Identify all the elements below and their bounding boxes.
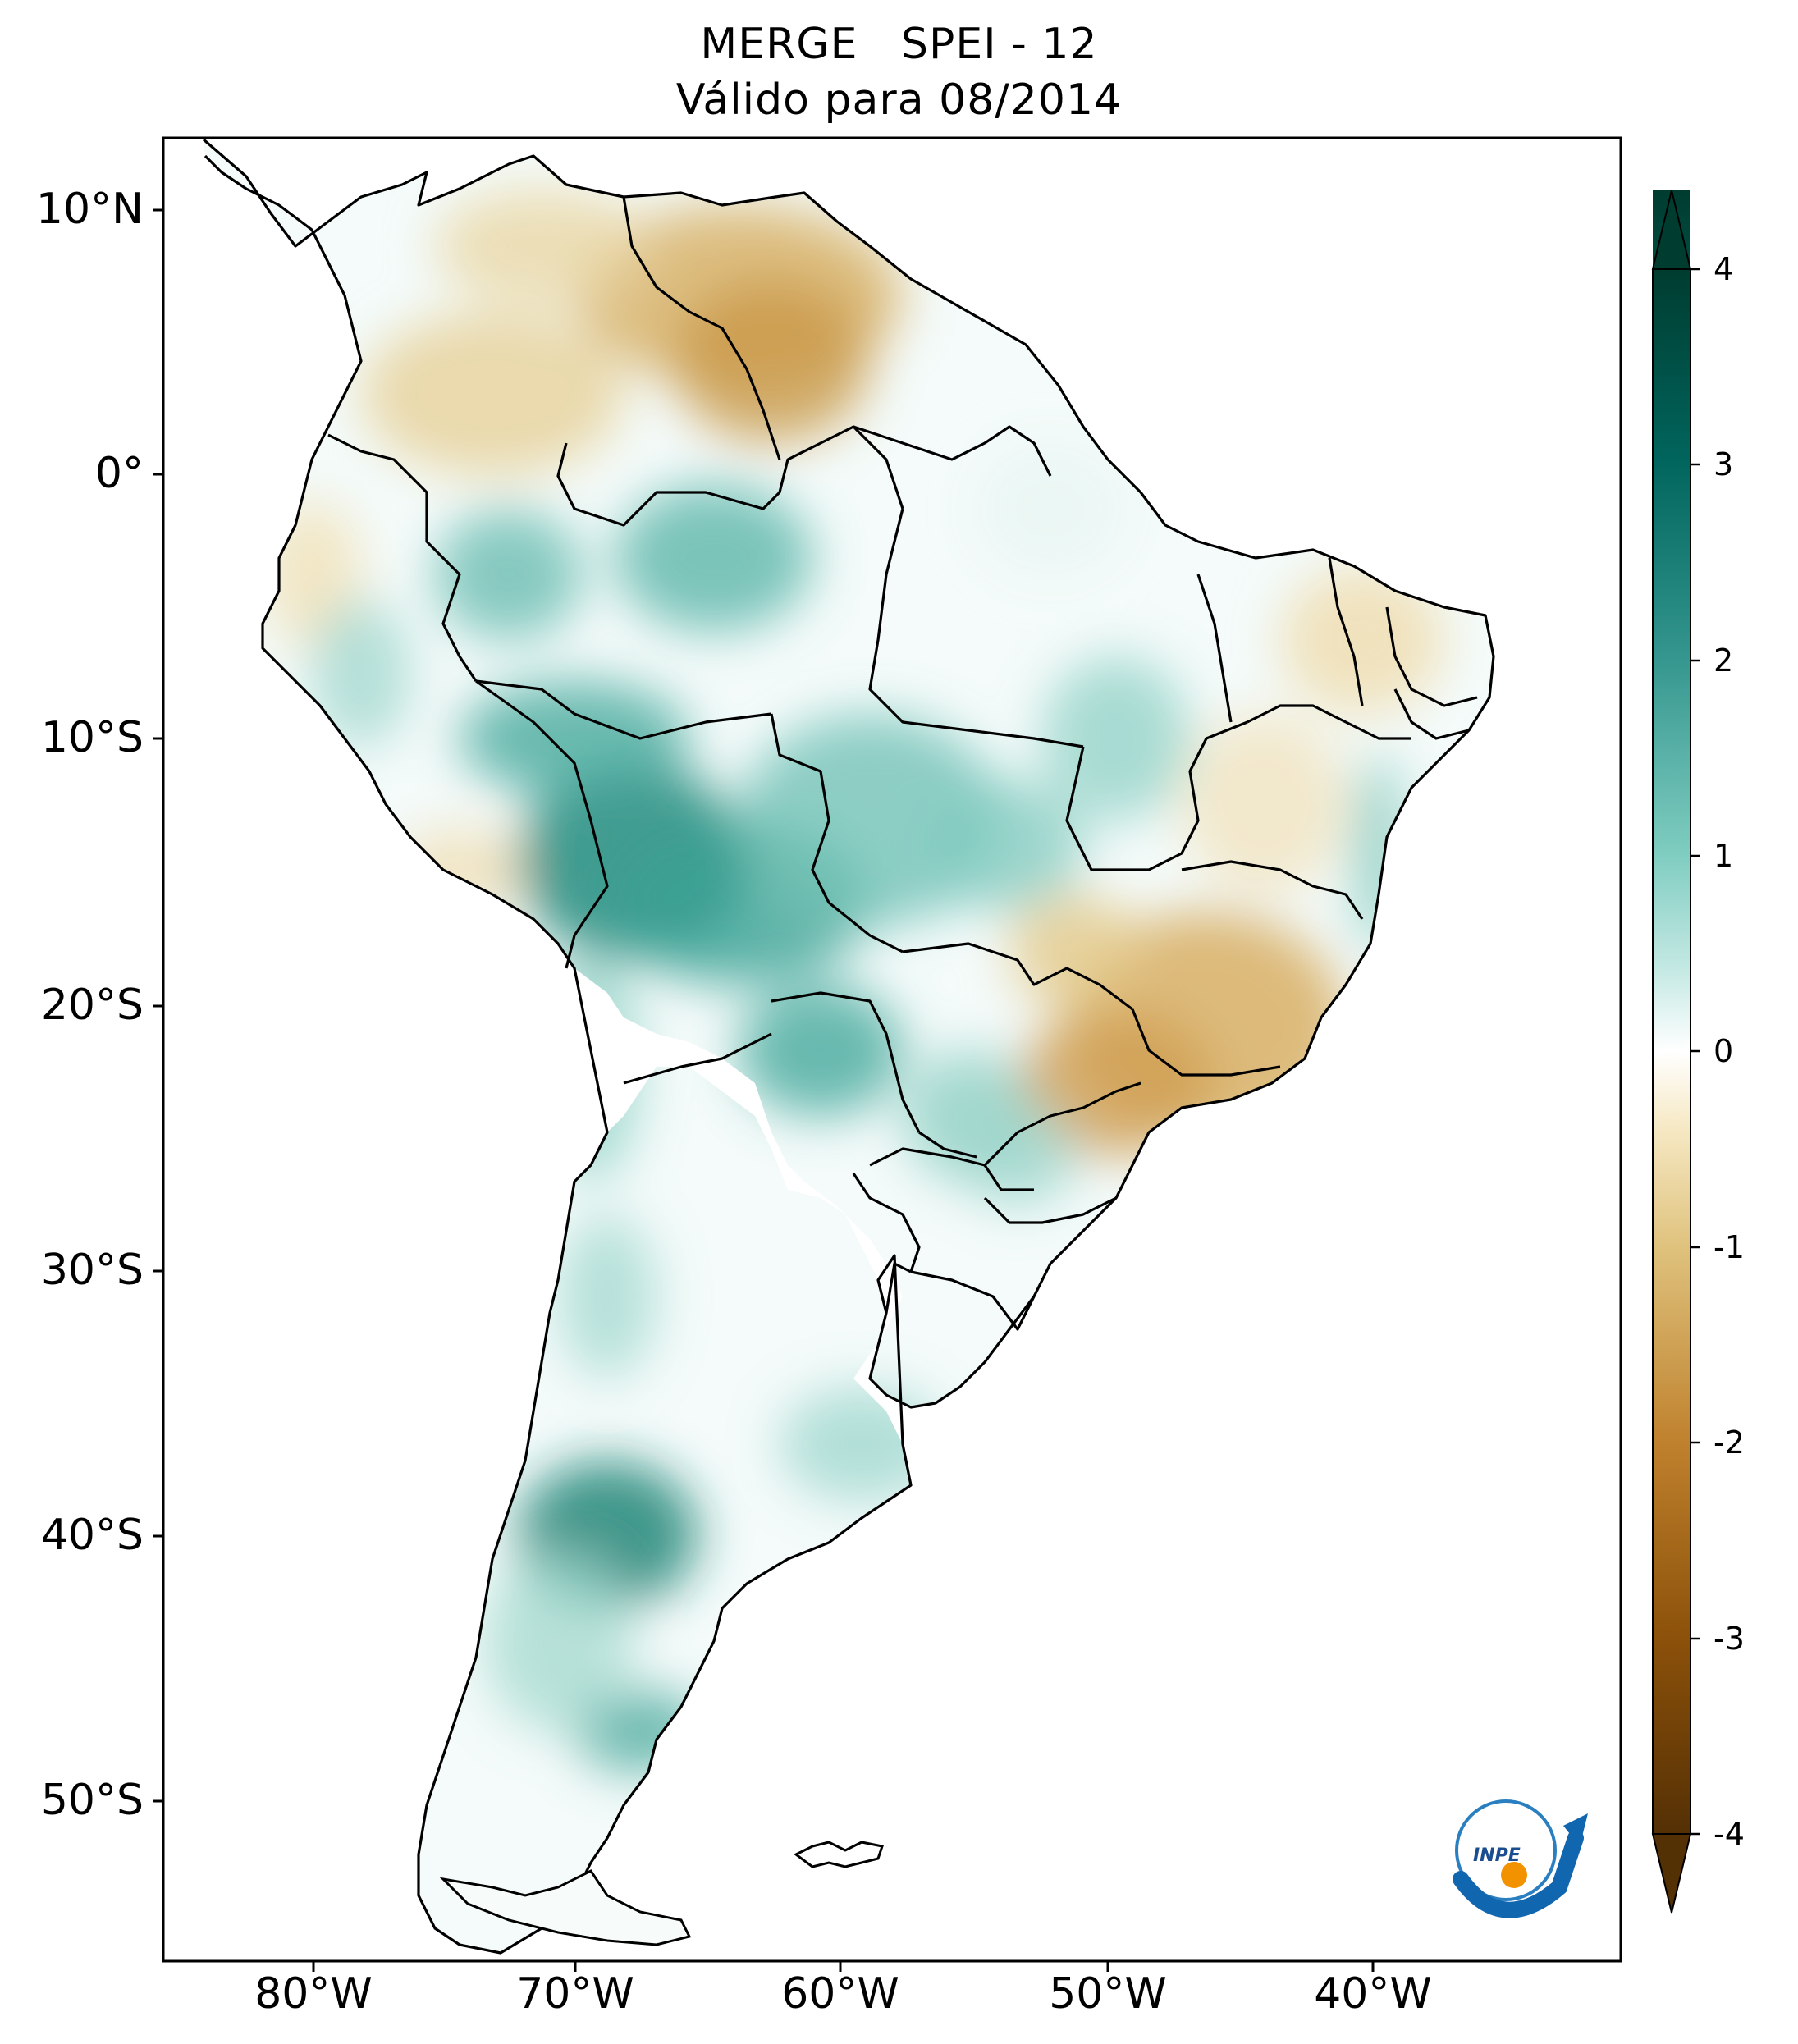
borders <box>202 138 1495 1955</box>
tick-marks <box>153 208 1375 1972</box>
lat-label-40s: 40°S <box>40 1511 144 1560</box>
lon-label-50w: 50°W <box>1049 1969 1167 2019</box>
inpe-logo: INPE <box>1453 1799 1588 1918</box>
colorbar-tick-0: 0 <box>1713 1033 1734 1069</box>
colorbar-tick-neg3: -3 <box>1713 1621 1745 1657</box>
tierra-del-fuego <box>439 1869 692 1946</box>
inpe-logo-text: INPE <box>1473 1845 1521 1866</box>
lat-label-50s: 50°S <box>40 1776 144 1825</box>
figure-subtitle: Válido para 08/2014 <box>675 75 1123 125</box>
lat-label-20s: 20°S <box>40 981 144 1030</box>
figure-title: MERGE SPEI - 12 <box>700 20 1098 69</box>
colorbar-tick-1: 1 <box>1713 838 1734 874</box>
lat-label-0: 0° <box>94 449 144 498</box>
falkland-islands <box>794 1841 884 1868</box>
lat-label-10n: 10°N <box>35 185 144 234</box>
colorbar-tick-neg1: -1 <box>1713 1229 1745 1265</box>
colorbar-tick-2: 2 <box>1713 642 1734 679</box>
lon-label-60w: 60°W <box>781 1969 899 2019</box>
colorbar-min-extension <box>1651 1833 1692 1914</box>
colorbar-tick-neg4: -4 <box>1713 1816 1745 1852</box>
colorbar-tick-neg2: -2 <box>1713 1424 1745 1461</box>
lon-label-40w: 40°W <box>1314 1969 1432 2019</box>
lat-label-10s: 10°S <box>40 713 144 762</box>
lat-label-30s: 30°S <box>40 1246 144 1295</box>
continent-outline <box>202 138 1495 1955</box>
colorbar-tick-3: 3 <box>1713 446 1734 482</box>
colorbar-tick-4: 4 <box>1713 251 1734 287</box>
lon-label-80w: 80°W <box>254 1969 373 2019</box>
lon-label-70w: 70°W <box>516 1969 634 2019</box>
colorbar <box>1651 190 1700 1914</box>
